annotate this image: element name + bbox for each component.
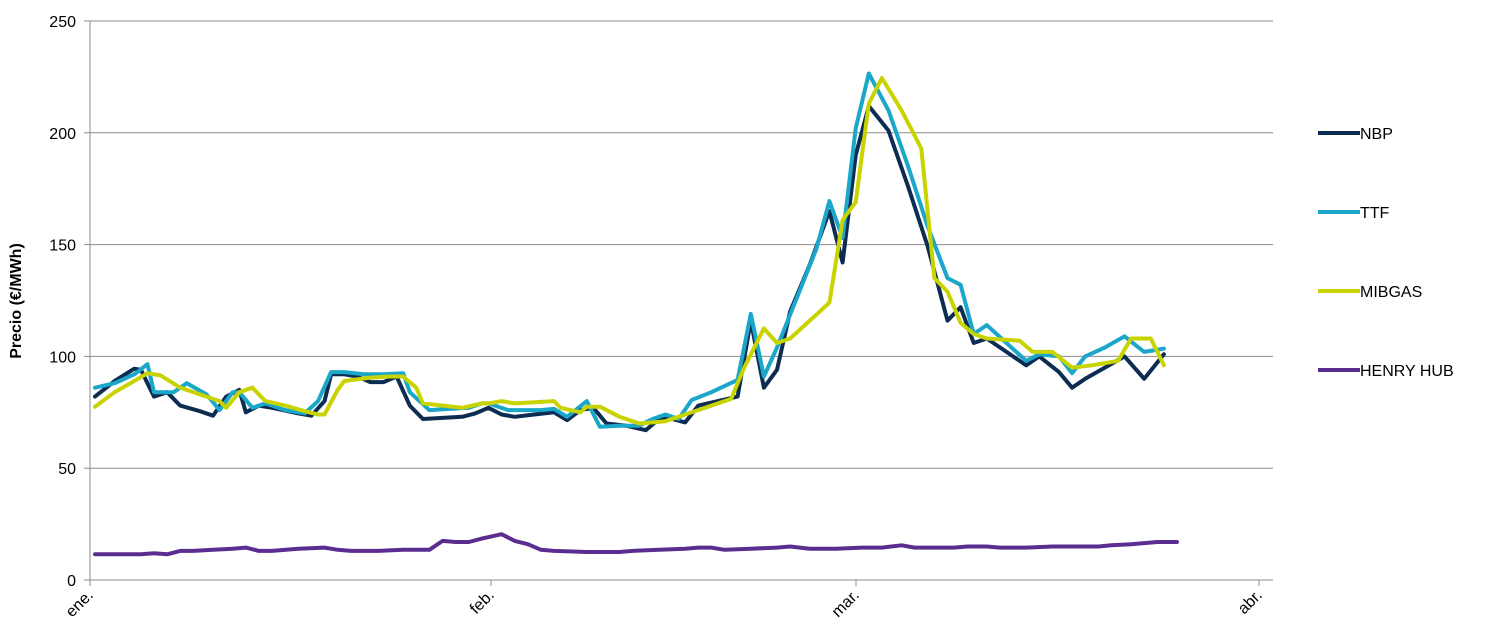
- legend-label-ttf: TTF: [1360, 205, 1390, 222]
- gridlines: [90, 20, 1273, 469]
- x-tick-label: feb.: [467, 587, 498, 618]
- y-tick-label: 150: [49, 238, 76, 255]
- series-line-mibgas: [93, 76, 1166, 426]
- y-tick-label: 50: [58, 461, 76, 478]
- series-layer: [93, 71, 1179, 557]
- legend: NBP TTF MIBGAS HENRY HUB: [1318, 126, 1454, 380]
- x-tick-labels: ene. feb. mar. abr.: [63, 587, 1266, 621]
- y-tick-label: 100: [49, 349, 76, 366]
- axes: [84, 20, 1273, 586]
- y-tick-label: 200: [49, 126, 76, 143]
- x-tick-label: mar.: [829, 587, 863, 621]
- series-line-henry-hub: [93, 532, 1179, 557]
- legend-label-nbp: NBP: [1360, 126, 1393, 143]
- series-line-ttf: [93, 71, 1166, 429]
- legend-label-mibgas: MIBGAS: [1360, 284, 1422, 301]
- x-tick-label: abr.: [1235, 587, 1266, 618]
- y-axis-title: Precio (€/MWh): [8, 243, 25, 359]
- y-tick-label: 250: [49, 14, 76, 31]
- x-tick-label: ene.: [63, 587, 97, 621]
- y-tick-labels: 0 50 100 150 200 250: [49, 14, 76, 590]
- series-line-nbp: [93, 104, 1166, 433]
- y-tick-label: 0: [67, 573, 76, 590]
- legend-label-henry-hub: HENRY HUB: [1360, 363, 1454, 380]
